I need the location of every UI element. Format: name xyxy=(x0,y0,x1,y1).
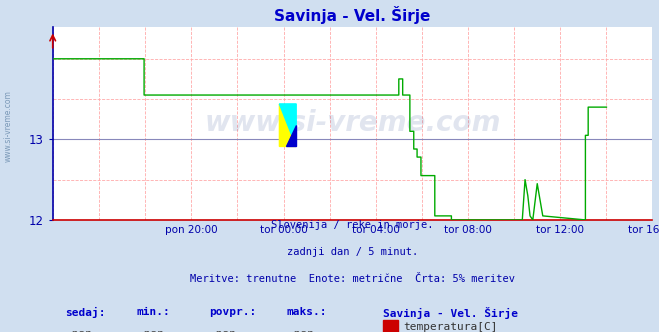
Text: min.:: min.: xyxy=(136,307,171,317)
Text: sedaj:: sedaj: xyxy=(65,307,105,318)
Polygon shape xyxy=(279,104,296,146)
Text: temperatura[C]: temperatura[C] xyxy=(403,321,498,332)
Text: Meritve: trenutne  Enote: metrične  Črta: 5% meritev: Meritve: trenutne Enote: metrične Črta: … xyxy=(190,274,515,284)
Text: -nan: -nan xyxy=(136,329,163,332)
Text: Savinja - Vel. Širje: Savinja - Vel. Širje xyxy=(382,307,517,319)
Text: zadnji dan / 5 minut.: zadnji dan / 5 minut. xyxy=(287,247,418,257)
Text: -nan: -nan xyxy=(287,329,314,332)
Title: Savinja - Vel. Širje: Savinja - Vel. Širje xyxy=(274,6,431,24)
FancyBboxPatch shape xyxy=(382,320,397,332)
Text: -nan: -nan xyxy=(65,329,92,332)
Text: maks.:: maks.: xyxy=(287,307,327,317)
Text: www.si-vreme.com: www.si-vreme.com xyxy=(204,109,501,137)
Text: www.si-vreme.com: www.si-vreme.com xyxy=(3,90,13,162)
Polygon shape xyxy=(286,125,296,146)
Text: povpr.:: povpr.: xyxy=(209,307,256,317)
Polygon shape xyxy=(279,104,296,146)
Text: -nan: -nan xyxy=(209,329,236,332)
Text: Slovenija / reke in morje.: Slovenija / reke in morje. xyxy=(272,220,434,230)
